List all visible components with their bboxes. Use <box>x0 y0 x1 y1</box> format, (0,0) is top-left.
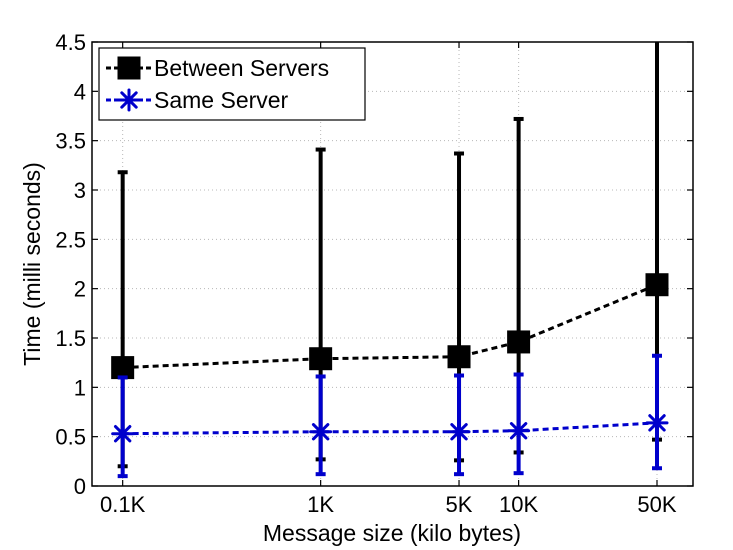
plot-frame <box>91 41 694 487</box>
y-tick-label: 4 <box>74 79 86 104</box>
marker-stroke <box>311 423 330 441</box>
legend-marker-same-server <box>117 88 141 112</box>
data-point-between-servers <box>309 347 333 371</box>
y-tick-label: 3.5 <box>55 129 86 154</box>
axis-ticks: 0 0.5 1 1.5 2 2.5 3 3.5 4 4.5 0.1K 1K 5K 10K 50K <box>55 30 693 517</box>
grid <box>92 42 693 486</box>
y-tick-label: 4.5 <box>55 30 86 55</box>
data-point-between-servers <box>645 273 669 297</box>
legend-label-between-servers: Between Servers <box>154 55 329 81</box>
legend-label-same-server: Same Server <box>154 87 289 113</box>
y-tick-label: 2 <box>74 277 86 302</box>
data-point-same-server <box>507 419 531 443</box>
x-tick-label: 10K <box>499 492 538 517</box>
x-tick-label: 50K <box>637 492 676 517</box>
y-tick-label: 0.5 <box>55 425 86 450</box>
marker-stroke <box>509 422 528 440</box>
series-line-same-server <box>122 421 658 436</box>
data-point-same-server <box>447 420 471 444</box>
x-tick-label: 1K <box>307 492 334 517</box>
legend: Between Servers Same Server <box>98 47 366 121</box>
data-point-same-server <box>111 422 135 446</box>
marker-stroke <box>648 414 666 432</box>
x-tick-label: 5K <box>446 492 473 517</box>
series-line-between-servers <box>122 283 658 370</box>
marker-stroke <box>120 91 138 109</box>
x-tick-label: 0.1K <box>100 492 146 517</box>
data-point-between-servers <box>111 356 135 380</box>
y-tick-label: 3 <box>74 178 86 203</box>
series-same-server <box>111 353 669 479</box>
y-tick-label: 0 <box>74 474 86 499</box>
series <box>111 42 669 479</box>
y-tick-label: 1.5 <box>55 326 86 351</box>
x-axis-title: Message size (kilo bytes) <box>263 520 521 546</box>
legend-box <box>98 47 366 121</box>
marker-stroke <box>113 425 132 443</box>
data-point-between-servers <box>507 330 531 354</box>
legend-marker-between-servers <box>117 56 141 80</box>
data-point-same-server <box>645 411 669 435</box>
y-tick-label: 1 <box>74 375 86 400</box>
data-point-same-server <box>309 420 333 444</box>
marker-stroke <box>450 423 468 441</box>
data-point-between-servers <box>447 345 471 369</box>
y-tick-label: 2.5 <box>55 227 86 252</box>
y-axis-title: Time (milli seconds) <box>19 162 45 366</box>
